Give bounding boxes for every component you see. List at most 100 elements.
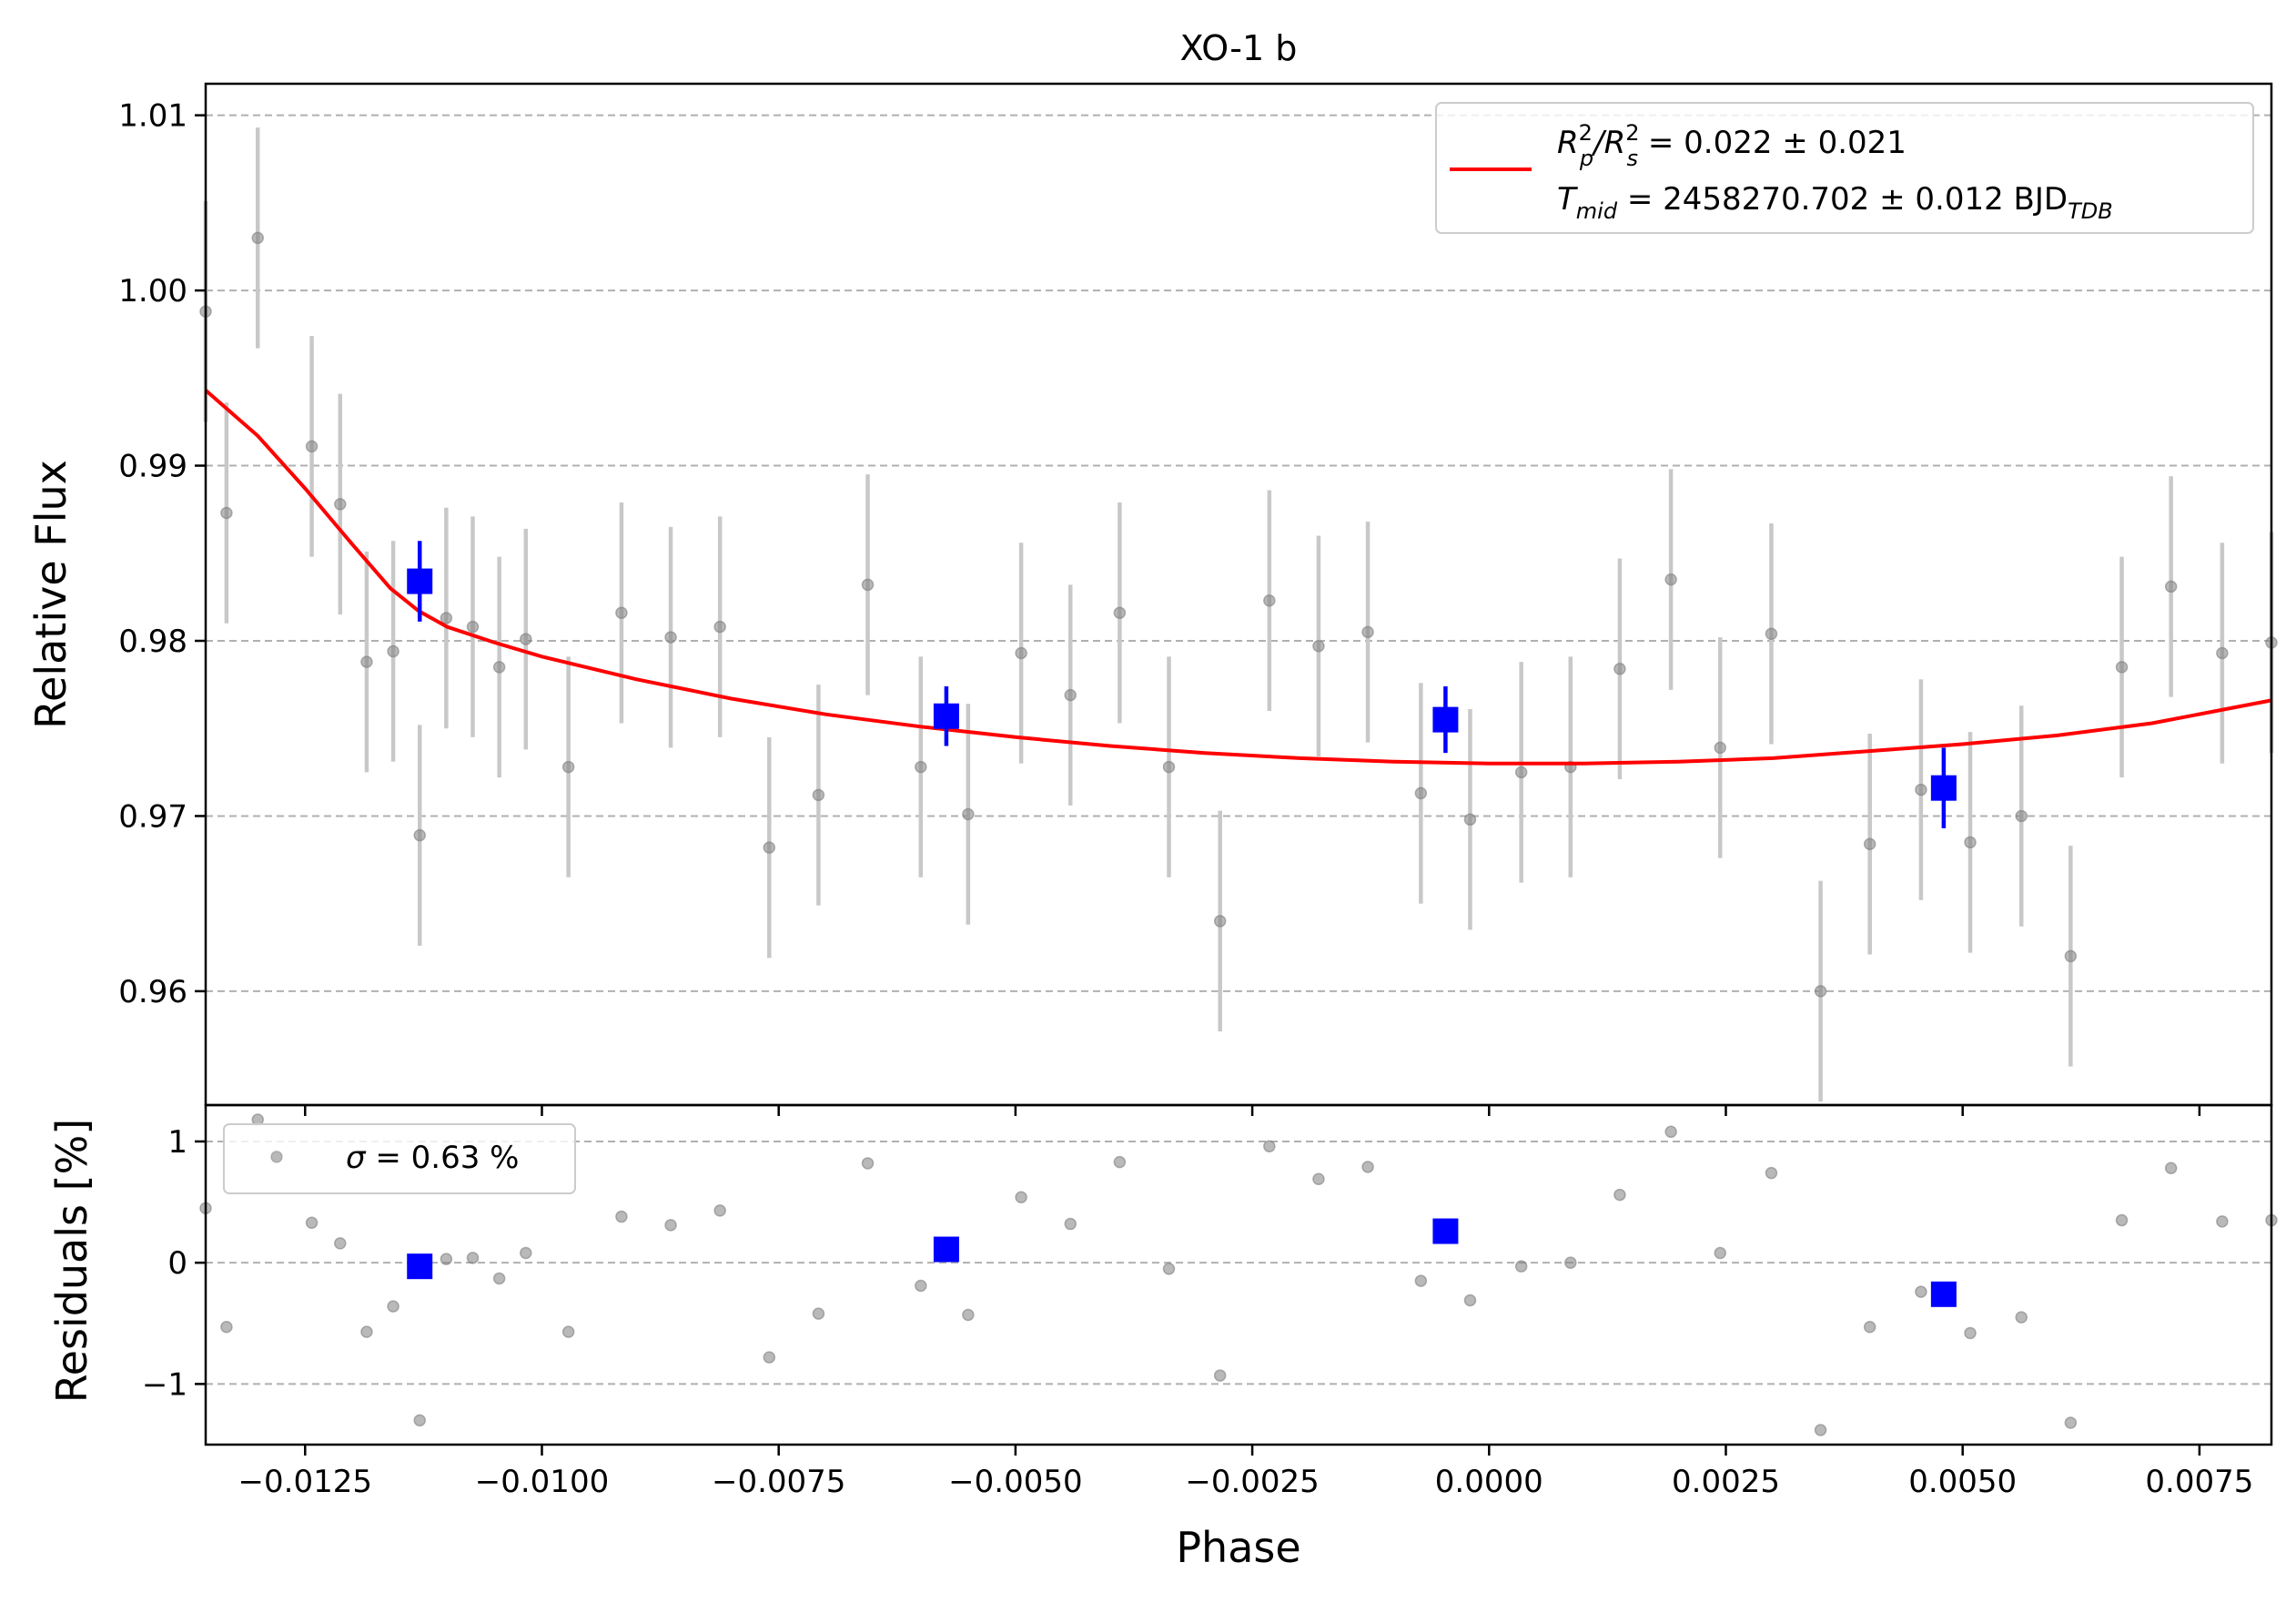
raw-point-26 — [1263, 594, 1276, 607]
binned-residual-1 — [933, 1236, 959, 1263]
top-panel: 1.01 1.00 0.99 0.98 0.97 0.96 Relative Flux R… — [26, 82, 2278, 1107]
x-tick-label-1: −0.0100 — [475, 1464, 609, 1500]
raw-point-13 — [615, 606, 628, 619]
top-legend-t-symbol: T — [1557, 181, 1578, 218]
raw-point-1 — [220, 506, 233, 520]
residual-point-42 — [2015, 1311, 2028, 1324]
raw-point-39 — [1915, 783, 1927, 796]
x-tick-label-6: 0.0025 — [1672, 1464, 1780, 1500]
raw-point-15 — [713, 620, 726, 634]
top-panel-binned-points — [407, 541, 1957, 828]
top-legend-r-symbol: R — [1557, 125, 1579, 161]
raw-point-18 — [861, 578, 875, 592]
top-panel-raw-points — [199, 231, 2278, 998]
raw-point-27 — [1312, 640, 1325, 653]
raw-point-14 — [664, 631, 677, 644]
residual-point-8 — [413, 1414, 426, 1427]
raw-point-43 — [2115, 661, 2129, 674]
top-y-tick-label-1: 1.00 — [118, 273, 187, 309]
raw-point-22 — [1064, 688, 1077, 702]
residual-point-11 — [492, 1272, 506, 1285]
top-y-tick-label-3: 0.98 — [118, 624, 187, 660]
raw-point-35 — [1714, 741, 1727, 755]
residual-point-30 — [1414, 1274, 1428, 1287]
x-tick-label-7: 0.0050 — [1908, 1464, 2017, 1500]
binned-residual-2 — [1432, 1218, 1459, 1244]
top-legend-rs-sub: s — [1627, 146, 1639, 171]
raw-point-9 — [466, 620, 480, 634]
bottom-panel-binned-residuals — [407, 1218, 1957, 1307]
bottom-y-tick-label-1: 0 — [167, 1245, 187, 1282]
raw-point-24 — [1162, 760, 1176, 774]
raw-point-20 — [962, 807, 975, 821]
residual-point-17 — [763, 1351, 776, 1364]
raw-point-19 — [915, 760, 927, 774]
top-legend-tdb-sub: TDB — [2068, 198, 2113, 224]
raw-point-16 — [763, 841, 776, 854]
chart-title: XO-1 b — [1180, 28, 1298, 68]
binned-point-0 — [407, 568, 433, 594]
bottom-panel-legend: σ = 0.63 % — [223, 1123, 576, 1194]
top-legend-t-sub: mid — [1576, 198, 1618, 224]
raw-point-30 — [1463, 813, 1477, 827]
x-axis-title: Phase — [1176, 1523, 1300, 1572]
top-legend-slash-r: /R — [1591, 125, 1625, 161]
raw-point-23 — [1113, 606, 1127, 619]
residual-point-23 — [1064, 1217, 1077, 1231]
raw-point-42 — [2064, 949, 2078, 963]
raw-point-41 — [2015, 809, 2028, 823]
residual-point-18 — [812, 1307, 825, 1320]
raw-point-25 — [1213, 915, 1227, 928]
residual-point-19 — [861, 1157, 875, 1170]
residual-point-37 — [1765, 1166, 1778, 1180]
binned-point-2 — [1432, 706, 1459, 733]
raw-point-17 — [812, 788, 825, 802]
x-tick-label-3: −0.0050 — [948, 1464, 1082, 1500]
residual-point-29 — [1361, 1161, 1374, 1173]
residual-point-21 — [962, 1308, 975, 1322]
bottom-legend-sigma-value: = 0.63 % — [366, 1140, 520, 1176]
x-tick-label-0: −0.0125 — [238, 1464, 372, 1500]
top-panel-frame — [204, 82, 2273, 1107]
top-y-tick-label-5: 0.96 — [118, 974, 187, 1010]
residual-point-16 — [713, 1204, 726, 1217]
raw-point-33 — [1613, 663, 1626, 675]
raw-point-2 — [251, 231, 264, 245]
residual-point-45 — [2164, 1162, 2178, 1175]
residual-point-46 — [2216, 1215, 2229, 1228]
top-panel-y-ticks: 1.01 1.00 0.99 0.98 0.97 0.96 — [118, 98, 206, 1010]
residual-point-34 — [1613, 1188, 1626, 1202]
residual-point-25 — [1162, 1263, 1176, 1275]
top-legend-r-sup: 2 — [1579, 120, 1593, 146]
x-tick-label-4: −0.0025 — [1185, 1464, 1319, 1500]
residual-point-26 — [1213, 1369, 1227, 1382]
residual-point-33 — [1564, 1256, 1577, 1269]
raw-point-36 — [1765, 627, 1778, 641]
residual-point-20 — [915, 1279, 927, 1293]
residual-point-4 — [305, 1216, 319, 1229]
residual-point-39 — [1863, 1321, 1876, 1334]
residual-point-44 — [2115, 1213, 2129, 1227]
residual-point-38 — [1814, 1424, 1827, 1436]
raw-point-4 — [334, 498, 347, 511]
top-y-tick-label-2: 0.99 — [118, 449, 187, 485]
x-tick-label-5: 0.0000 — [1435, 1464, 1543, 1500]
residual-point-40 — [1915, 1285, 1927, 1298]
residual-point-5 — [334, 1237, 347, 1250]
bottom-legend-marker — [270, 1151, 283, 1163]
top-panel-y-axis-title: Relative Flux — [26, 460, 76, 729]
raw-point-11 — [520, 633, 532, 645]
residual-point-15 — [664, 1219, 677, 1232]
bottom-legend-sigma-symbol: σ — [346, 1140, 367, 1176]
residual-point-36 — [1714, 1246, 1727, 1260]
residual-point-35 — [1664, 1125, 1677, 1139]
raw-point-6 — [387, 644, 400, 658]
residual-point-12 — [520, 1246, 532, 1260]
top-legend-radius-value: = 0.022 ± 0.021 — [1638, 125, 1907, 161]
residual-point-6 — [360, 1325, 373, 1338]
raw-point-10 — [492, 661, 506, 674]
raw-point-31 — [1514, 766, 1528, 779]
raw-point-37 — [1814, 985, 1827, 998]
raw-point-44 — [2164, 580, 2178, 594]
